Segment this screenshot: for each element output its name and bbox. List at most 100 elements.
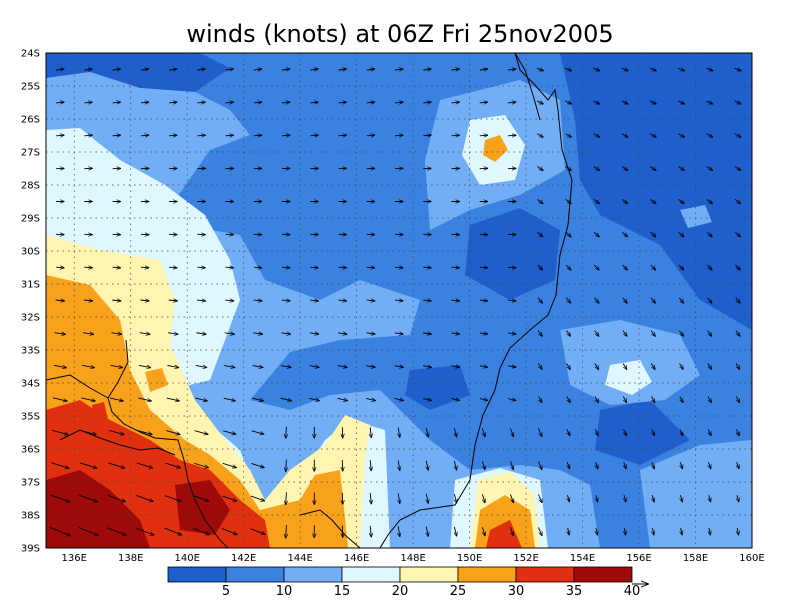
wind-vector [138, 365, 151, 367]
wind-vector [482, 494, 485, 503]
wind-vector [451, 399, 459, 401]
wind-vector [197, 135, 205, 136]
wind-vector [596, 495, 598, 502]
wind-vector [623, 396, 626, 402]
wind-vector [394, 69, 403, 70]
wind-vector [78, 494, 98, 502]
wind-vector [253, 102, 262, 103]
wind-vector [593, 166, 600, 171]
wind-vector [310, 69, 318, 70]
wind-vector [678, 297, 683, 303]
lon-tick-label: 138E [118, 553, 143, 564]
wind-vector [337, 366, 347, 368]
wind-vector-arrows [49, 68, 741, 538]
wind-vector [537, 363, 542, 370]
wind-vector [137, 430, 152, 435]
wind-vector [649, 68, 656, 71]
wind-vector [106, 527, 126, 536]
wind-vector [593, 101, 600, 104]
wind-vector [735, 297, 740, 303]
wind-vector [196, 333, 206, 334]
wind-vector [451, 69, 460, 70]
wind-vector [164, 495, 181, 502]
wind-vector [566, 363, 571, 370]
wind-vector [251, 430, 264, 434]
wind-vector [423, 102, 431, 103]
colorbar-tick-label: 10 [276, 584, 293, 599]
wind-vector [482, 461, 485, 470]
lon-tick-label: 152E [513, 553, 538, 564]
wind-vector [282, 69, 290, 70]
wind-vector [652, 429, 655, 435]
wind-vector [623, 429, 626, 435]
wind-vector [650, 166, 656, 171]
wind-vector [567, 462, 569, 469]
wind-vector [678, 101, 684, 104]
wind-vector [537, 428, 542, 436]
lon-tick-label: 146E [344, 553, 369, 564]
wind-vector [83, 300, 93, 301]
wind-vector [338, 135, 347, 136]
wind-vector [423, 69, 431, 70]
wind-vector [479, 399, 488, 401]
lon-tick-label: 142E [231, 553, 256, 564]
wind-vector [537, 166, 543, 171]
wind-vector [79, 462, 97, 468]
wind-vector [426, 493, 428, 504]
wind-vector [624, 527, 625, 535]
wind-vector [282, 102, 290, 103]
wind-vector [366, 135, 375, 136]
wind-vector [707, 330, 712, 337]
wind-vector [479, 69, 488, 70]
wind-vector [734, 231, 740, 237]
wind-vector [423, 135, 431, 136]
wind-vector [706, 231, 712, 237]
lat-tick-label: 24S [21, 49, 40, 60]
wind-vector [112, 300, 121, 301]
wind-vector [482, 527, 485, 536]
colorbar-tick-label: 15 [334, 584, 351, 599]
wind-vector [537, 198, 543, 203]
wind-vector [51, 429, 68, 434]
wind-vector [735, 363, 740, 370]
wind-vector [537, 264, 543, 270]
wind-vector [451, 366, 459, 368]
wind-vector [56, 267, 64, 268]
wind-vector [193, 495, 209, 501]
wind-vector [253, 69, 262, 70]
wind-vector [479, 300, 488, 301]
wind-vector [622, 264, 627, 270]
wind-vector [253, 333, 262, 334]
wind-vector [84, 69, 92, 70]
lat-tick-label: 39S [21, 544, 40, 555]
wind-vector [621, 101, 628, 104]
wind-vector [678, 264, 684, 270]
wind-vector [537, 297, 542, 303]
wind-vector [593, 68, 599, 71]
wind-vector [678, 198, 685, 203]
wind-vector [196, 300, 206, 301]
wind-vector [310, 102, 318, 103]
wind-vector [622, 363, 627, 370]
wind-vector [194, 462, 208, 468]
wind-vector [110, 365, 123, 367]
wind-vector [624, 495, 626, 502]
wind-vector [708, 462, 710, 469]
wind-vector [652, 462, 654, 469]
wind-vector [568, 527, 569, 535]
wind-vector [423, 333, 431, 334]
wind-vector [195, 365, 207, 367]
wind-vector [168, 300, 178, 301]
wind-vector [56, 102, 64, 103]
wind-vector [394, 398, 404, 400]
wind-vector [281, 300, 290, 301]
latitude-axis: 24S 25S 26S 27S 28S 29S 30S 31S 32S 33S 34S 35S 36S 3… [21, 49, 40, 555]
wind-vector [652, 527, 653, 535]
wind-vector [736, 396, 739, 402]
wind-vector [338, 333, 347, 334]
wind-vector [337, 398, 348, 400]
wind-vector [509, 494, 513, 502]
wind-vector [112, 102, 121, 103]
wind-vector [394, 333, 403, 334]
